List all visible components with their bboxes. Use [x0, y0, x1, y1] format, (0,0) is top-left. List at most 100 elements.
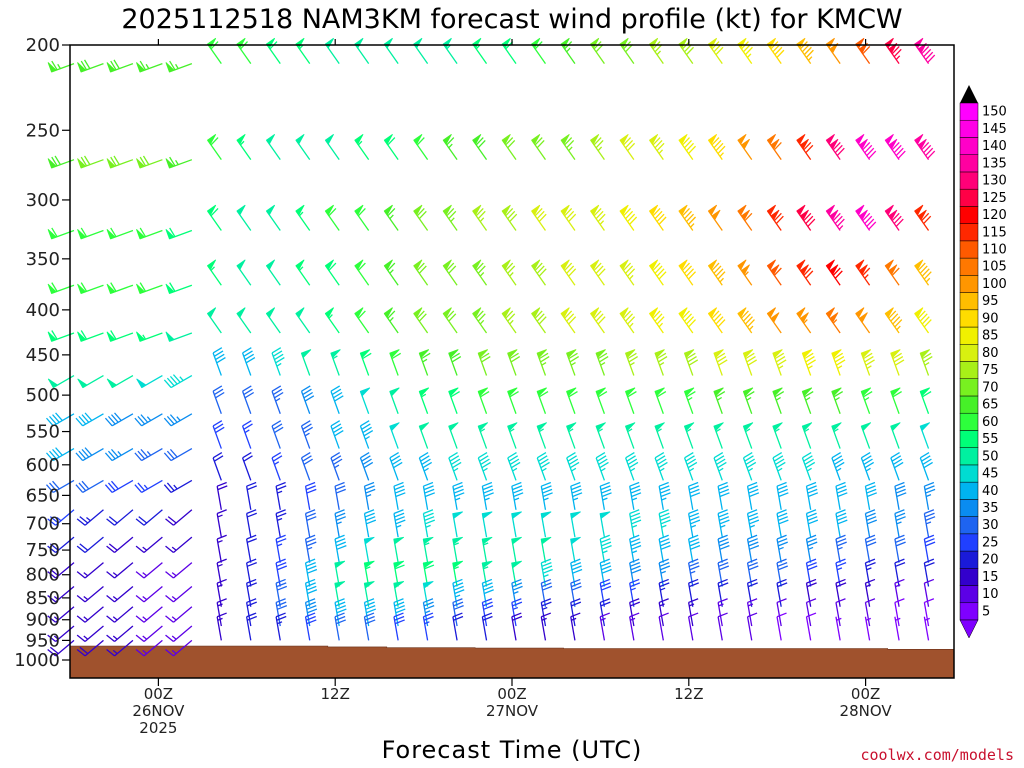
barb-pennant	[477, 422, 489, 432]
barb-half-flag	[716, 396, 723, 401]
wind-barb	[590, 259, 606, 286]
barb-flag	[104, 417, 113, 427]
barb-flag	[138, 516, 148, 524]
barb-shaft	[717, 486, 723, 510]
wind-barb	[540, 481, 553, 510]
wind-barb	[393, 536, 405, 563]
barb-flag	[536, 139, 545, 149]
barb-pennant	[442, 204, 452, 216]
wind-barb	[595, 387, 608, 414]
barb-shaft	[746, 486, 753, 510]
barb-flag	[718, 485, 729, 491]
barb-half-flag	[629, 361, 635, 366]
wind-barb	[134, 447, 163, 462]
barb-shaft	[300, 457, 311, 481]
barb-flag	[571, 601, 582, 607]
barb-flag	[564, 207, 573, 217]
barb-pennant	[106, 158, 116, 169]
wind-barb	[106, 509, 134, 526]
wind-barb	[687, 558, 700, 587]
colorbar-cell	[959, 516, 979, 535]
barb-flag	[713, 313, 722, 322]
barb-pennant	[364, 560, 375, 569]
barb-pennant	[334, 560, 346, 569]
barb-flag	[631, 544, 642, 550]
barb-flag	[169, 227, 176, 238]
barb-half-flag	[631, 550, 638, 554]
barb-pennant	[354, 204, 364, 216]
barb-flag	[475, 262, 484, 271]
barb-flag	[684, 313, 692, 322]
barb-shaft	[241, 352, 252, 376]
barb-flag	[215, 391, 225, 399]
barb-flag	[366, 608, 377, 614]
barb-flag	[357, 262, 366, 271]
wind-barb	[241, 451, 253, 481]
barb-flag	[364, 598, 375, 604]
barb-shaft	[216, 513, 222, 538]
barb-shaft	[835, 616, 841, 641]
barb-flag	[76, 634, 86, 642]
wind-barb	[746, 481, 760, 510]
wind-barb	[914, 307, 932, 334]
barb-flag	[597, 391, 608, 398]
wind-barb	[629, 612, 640, 641]
barb-half-flag	[865, 467, 871, 472]
wind-barb	[481, 511, 493, 538]
wind-barb	[776, 612, 787, 641]
barb-flag	[80, 60, 88, 71]
barb-shaft	[245, 562, 252, 587]
wind-barb	[477, 422, 489, 449]
wind-barb	[75, 412, 104, 427]
barb-pennant	[136, 158, 146, 169]
barb-half-flag	[600, 361, 606, 366]
barb-half-flag	[865, 584, 872, 588]
wind-barb	[236, 204, 252, 231]
barb-flag	[482, 481, 493, 487]
barb-flag	[534, 310, 543, 319]
barb-pennant	[236, 259, 246, 271]
barb-flag	[896, 492, 907, 498]
barb-flag	[682, 137, 690, 146]
barb-flag	[807, 565, 818, 571]
barb-flag	[47, 634, 57, 642]
wind-barb	[890, 451, 904, 481]
barb-flag	[658, 481, 669, 487]
barb-flag	[135, 518, 145, 526]
barb-flag	[629, 578, 640, 584]
barb-flag	[538, 391, 549, 398]
wind-barb	[413, 204, 429, 231]
chart-title: 2025112518 NAM3KM forecast wind profile …	[121, 4, 902, 35]
barb-shaft	[805, 486, 812, 510]
barb-half-flag	[479, 272, 485, 277]
wind-barb	[923, 481, 936, 510]
colorbar-label: 110	[982, 242, 1007, 257]
wind-barb	[560, 133, 576, 161]
wind-barb	[393, 612, 405, 641]
wind-barb	[76, 606, 104, 623]
wind-barb	[923, 558, 935, 587]
barb-flag	[747, 481, 758, 487]
barb-flag	[597, 213, 606, 222]
barb-flag	[568, 458, 579, 465]
wind-barb	[295, 307, 311, 334]
barb-flag	[568, 268, 577, 277]
barb-shaft	[831, 457, 841, 481]
barb-flag	[212, 385, 223, 392]
barb-half-flag	[804, 428, 810, 433]
wind-barb	[511, 612, 523, 641]
colorbar-cell	[959, 171, 979, 190]
barb-pennant	[477, 387, 489, 397]
barb-shaft	[835, 562, 841, 587]
barb-flag	[894, 319, 903, 328]
barb-shaft	[481, 602, 488, 627]
wind-barb	[106, 639, 134, 657]
colorbar-label: 145	[982, 122, 1007, 137]
wind-barb	[448, 422, 459, 449]
barb-flag	[806, 512, 817, 518]
wind-barb	[452, 612, 464, 641]
wind-barb	[300, 451, 313, 481]
barb-flag	[242, 420, 252, 427]
barb-flag	[836, 485, 847, 491]
barb-flag	[243, 350, 253, 357]
